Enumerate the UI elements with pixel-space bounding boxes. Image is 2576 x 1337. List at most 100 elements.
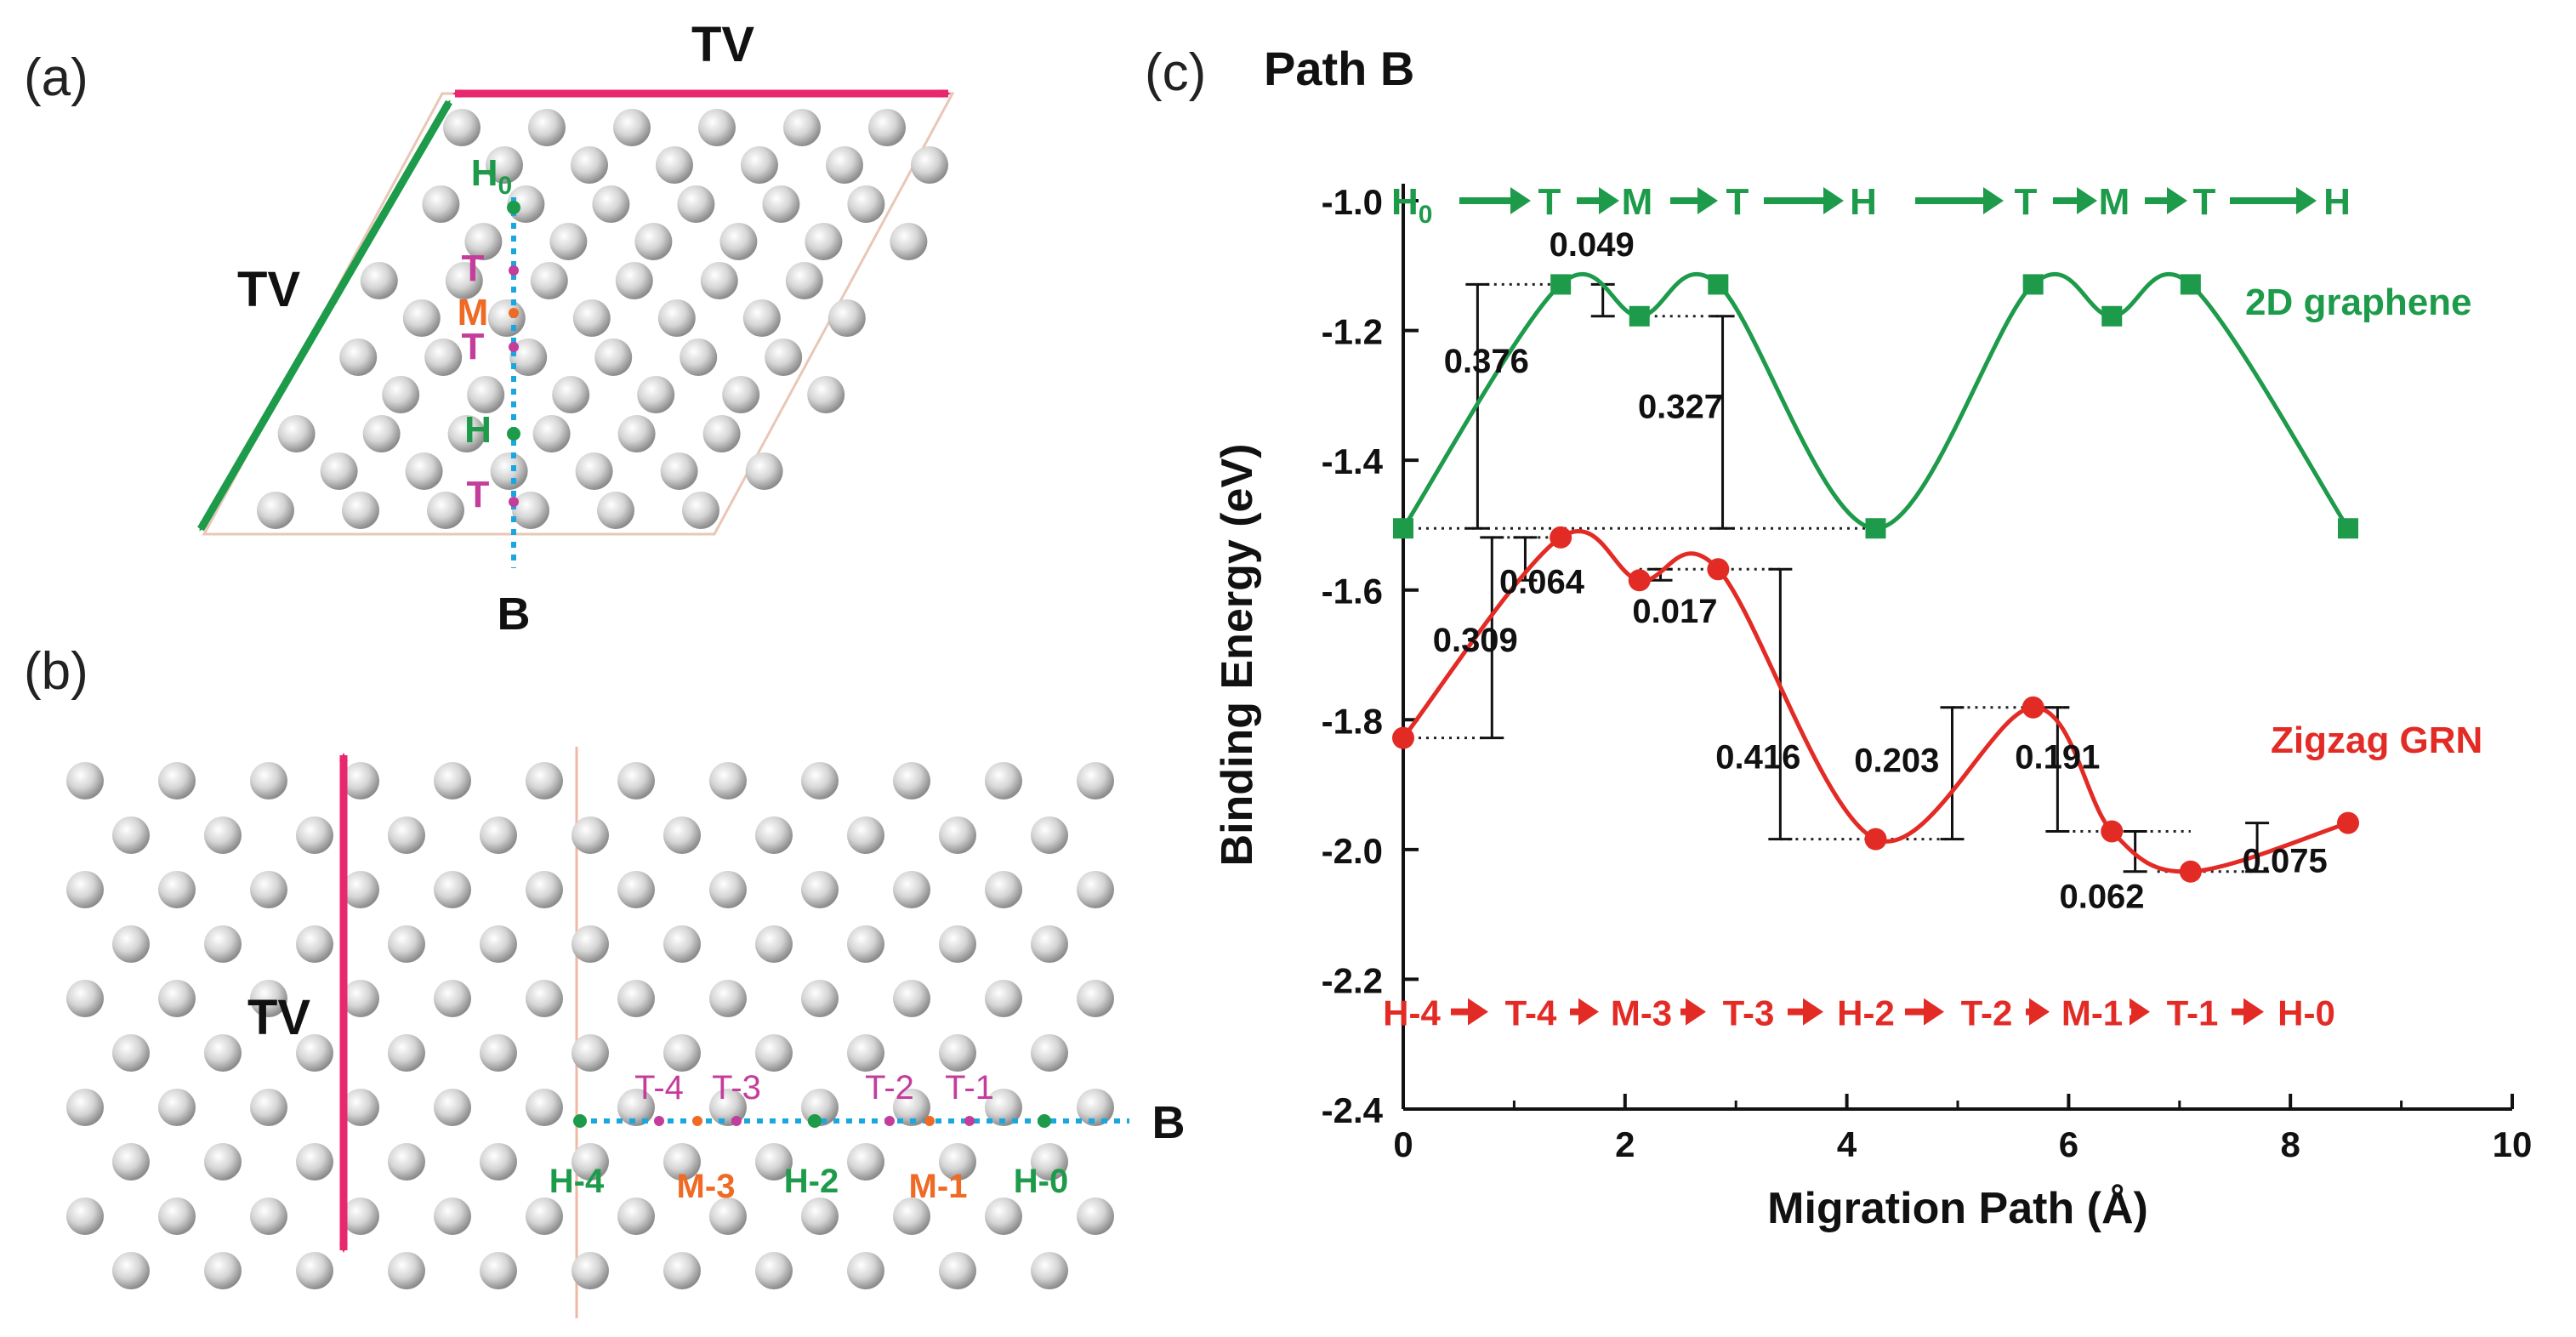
carbon-atom: [528, 109, 566, 146]
m-site-label: M-3: [677, 1168, 736, 1205]
carbon-atom: [422, 185, 460, 223]
top-seq-h0: H0: [1391, 181, 1432, 229]
carbon-atom: [939, 1252, 976, 1289]
carbon-atom: [443, 109, 481, 146]
series-marker: [2101, 820, 2124, 843]
carbon-atom: [204, 1034, 242, 1072]
carbon-atom: [467, 376, 505, 413]
tv-side-label: TV: [237, 262, 300, 317]
carbon-atom: [1031, 816, 1068, 854]
carbon-atom: [480, 1252, 517, 1289]
site-h0-dot: [507, 201, 520, 214]
carbon-atom: [709, 1198, 747, 1235]
carbon-atom: [388, 925, 425, 963]
tv-side-arrow: [197, 100, 452, 532]
site-h-dot: [507, 427, 520, 441]
top-seq-label: M: [2099, 181, 2130, 223]
carbon-atom: [112, 925, 150, 963]
sequence-arrow: [1570, 998, 1599, 1026]
carbon-atom: [597, 492, 634, 529]
sequence-arrow: [1788, 998, 1823, 1026]
carbon-atom: [592, 185, 630, 223]
barrier-label: 0.309: [1433, 622, 1518, 659]
sequence-arrow: [2053, 187, 2097, 214]
carbon-atom: [1077, 1198, 1114, 1235]
sequence-arrow: [2230, 187, 2317, 214]
carbon-atom: [1031, 1034, 1068, 1072]
site-t-label: T: [462, 247, 485, 289]
carbon-atom: [985, 980, 1022, 1017]
m-site-dot: [692, 1116, 702, 1126]
carbon-atom: [66, 762, 104, 799]
carbon-atom: [204, 925, 242, 963]
y-tick-label: -1.6: [1322, 572, 1383, 612]
carbon-atom: [682, 492, 719, 529]
series-marker: [1628, 569, 1651, 592]
carbon-atom: [1077, 1089, 1114, 1126]
carbon-atom: [434, 871, 471, 908]
x-axis-label: Migration Path (Å): [1767, 1184, 2148, 1233]
carbon-atom: [657, 299, 696, 337]
y-axis-label: Binding Energy (eV): [1213, 444, 1262, 867]
site-m-dot: [509, 308, 519, 318]
top-seq-label: M: [1622, 181, 1653, 223]
carbon-atom: [112, 1143, 150, 1181]
carbon-atom: [893, 762, 930, 799]
carbon-atom: [277, 415, 316, 452]
site-t-dot: [509, 497, 519, 507]
carbon-atom: [402, 299, 441, 337]
carbon-atom: [526, 980, 563, 1017]
carbon-atom: [663, 925, 701, 963]
carbon-atom: [571, 925, 609, 963]
t-site-dot: [731, 1116, 742, 1126]
carbon-atom: [250, 871, 287, 908]
carbon-atom: [911, 146, 948, 184]
site-m-label: M: [458, 292, 489, 333]
carbon-atom: [572, 299, 611, 337]
y-tick-label: -2.0: [1322, 831, 1383, 871]
sequence-arrow: [1451, 998, 1488, 1026]
h-site-dot: [808, 1114, 822, 1128]
y-tick-label: -1.8: [1322, 701, 1383, 741]
sequence-arrow: [1577, 187, 1619, 214]
barrier-label: 0.203: [1854, 742, 1939, 779]
carbon-atom: [250, 1089, 287, 1126]
carbon-atom: [158, 1089, 196, 1126]
x-tick-label: 10: [2493, 1124, 2533, 1164]
carbon-atom: [617, 1089, 655, 1126]
carbon-atom: [742, 299, 781, 337]
y-tick-label: -1.4: [1322, 441, 1384, 481]
carbon-atom: [939, 1034, 976, 1072]
carbon-atom: [571, 146, 608, 184]
series-marker: [1865, 518, 1886, 539]
carbon-atom: [434, 762, 471, 799]
chart-labels: 0.049 0.376 0.327 0.064 0.017 0.309 0.416 0.203…: [1383, 181, 2351, 1033]
carbon-atom: [847, 185, 885, 223]
x-tick-label: 0: [1393, 1124, 1413, 1164]
series-marker: [2337, 811, 2360, 834]
carbon-atom: [66, 1089, 104, 1126]
carbon-atom: [158, 980, 196, 1017]
series-marker: [1392, 726, 1414, 749]
carbon-atom: [480, 1034, 517, 1072]
carbon-atom: [594, 339, 633, 376]
sequence-arrow: [2145, 187, 2187, 214]
legend-label-grn: Zigzag GRN: [2271, 720, 2482, 761]
t-site-dot: [964, 1116, 975, 1126]
t-site-label: T-1: [945, 1069, 994, 1107]
t-site-label: T-2: [865, 1069, 914, 1107]
carbon-atom: [755, 1034, 793, 1072]
carbon-atom: [526, 762, 563, 799]
series-marker: [1550, 526, 1572, 549]
carbon-atom: [755, 816, 793, 854]
carbon-atom: [490, 452, 528, 490]
carbon-atom: [434, 1089, 471, 1126]
carbon-atom: [722, 376, 760, 413]
carbon-atom: [709, 762, 747, 799]
carbon-atom: [680, 339, 718, 376]
carbon-atom: [985, 871, 1022, 908]
site-h0-label: H0: [471, 152, 512, 200]
y-tick-label: -1.2: [1322, 312, 1383, 352]
series-marker: [1393, 518, 1413, 539]
carbon-atom: [204, 1143, 242, 1181]
